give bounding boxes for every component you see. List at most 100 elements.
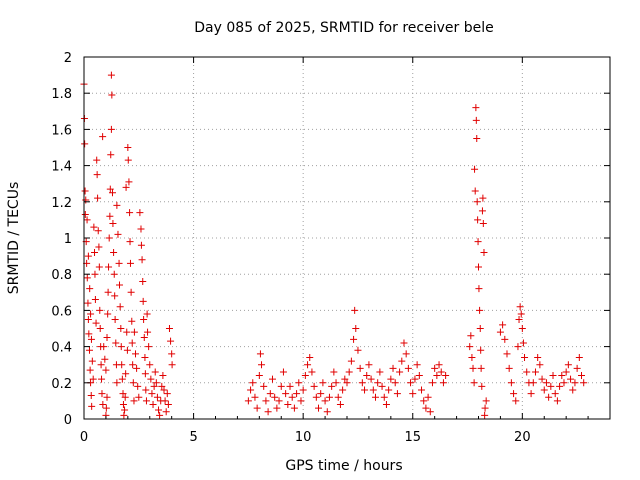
data-point (387, 376, 394, 383)
data-point (111, 271, 118, 278)
data-point (155, 406, 162, 413)
data-point (295, 379, 302, 386)
data-point (478, 383, 485, 390)
data-point (143, 397, 150, 404)
data-point (383, 401, 390, 408)
data-point (107, 151, 114, 158)
data-point (476, 307, 483, 314)
data-point (140, 298, 147, 305)
data-point (284, 401, 291, 408)
data-point (436, 361, 443, 368)
y-tick-label: 1.4 (51, 160, 72, 175)
data-point (96, 307, 103, 314)
data-point (114, 231, 121, 238)
data-point (414, 361, 421, 368)
data-point (429, 379, 436, 386)
data-point (124, 144, 131, 151)
data-point (479, 207, 486, 214)
data-point (328, 383, 335, 390)
data-point (132, 350, 139, 357)
data-point (90, 224, 97, 231)
data-point (420, 397, 427, 404)
data-point (471, 379, 478, 386)
x-tick-label: 10 (295, 430, 312, 445)
data-point (163, 408, 170, 415)
data-point (554, 397, 561, 404)
data-point (541, 387, 548, 394)
data-point (478, 365, 485, 372)
data-point (289, 394, 296, 401)
data-point (86, 347, 93, 354)
data-point (394, 390, 401, 397)
data-point (409, 390, 416, 397)
data-point (574, 365, 581, 372)
data-point (99, 133, 106, 140)
data-point (351, 307, 358, 314)
data-point (116, 260, 123, 267)
data-point (530, 379, 537, 386)
data-point (545, 394, 552, 401)
data-point (99, 401, 106, 408)
data-point (106, 235, 113, 242)
data-point (471, 166, 478, 173)
data-point (106, 213, 113, 220)
data-point (164, 390, 171, 397)
data-point (127, 238, 134, 245)
data-point (438, 368, 445, 375)
data-point (481, 412, 488, 419)
data-point (260, 383, 267, 390)
data-point (528, 390, 535, 397)
data-point (127, 260, 134, 267)
data-point (144, 311, 151, 318)
data-point (425, 394, 432, 401)
data-point (135, 394, 142, 401)
data-point (473, 135, 480, 142)
data-point (433, 372, 440, 379)
data-point (256, 372, 263, 379)
y-tick-label: 1.6 (51, 123, 72, 138)
data-point (440, 379, 447, 386)
data-point (98, 390, 105, 397)
data-point (98, 361, 105, 368)
data-point (91, 249, 98, 256)
data-point (291, 405, 298, 412)
data-point (567, 376, 574, 383)
data-point (82, 187, 89, 194)
data-point (245, 397, 252, 404)
data-point (499, 321, 506, 328)
data-point (508, 379, 515, 386)
data-point (269, 376, 276, 383)
data-point (104, 311, 111, 318)
data-point (121, 406, 128, 413)
data-point (128, 318, 135, 325)
data-point (124, 347, 131, 354)
data-point (506, 365, 513, 372)
data-point (128, 289, 135, 296)
data-point (109, 220, 116, 227)
data-point (136, 209, 143, 216)
data-point (123, 329, 130, 336)
data-point (475, 263, 482, 270)
data-point (558, 372, 565, 379)
data-point (569, 387, 576, 394)
data-point (479, 195, 486, 202)
data-point (139, 278, 146, 285)
data-point (543, 379, 550, 386)
data-point (117, 303, 124, 310)
data-point (330, 368, 337, 375)
data-point (293, 390, 300, 397)
data-point (116, 282, 123, 289)
data-point (308, 368, 315, 375)
data-point (100, 343, 107, 350)
data-point (322, 397, 329, 404)
data-point (550, 372, 557, 379)
data-point (159, 372, 166, 379)
data-point (251, 394, 258, 401)
data-point (108, 92, 115, 99)
data-point (560, 379, 567, 386)
data-point (119, 376, 126, 383)
data-point (169, 361, 176, 368)
data-point (483, 397, 490, 404)
data-point (363, 372, 370, 379)
data-point (418, 387, 425, 394)
